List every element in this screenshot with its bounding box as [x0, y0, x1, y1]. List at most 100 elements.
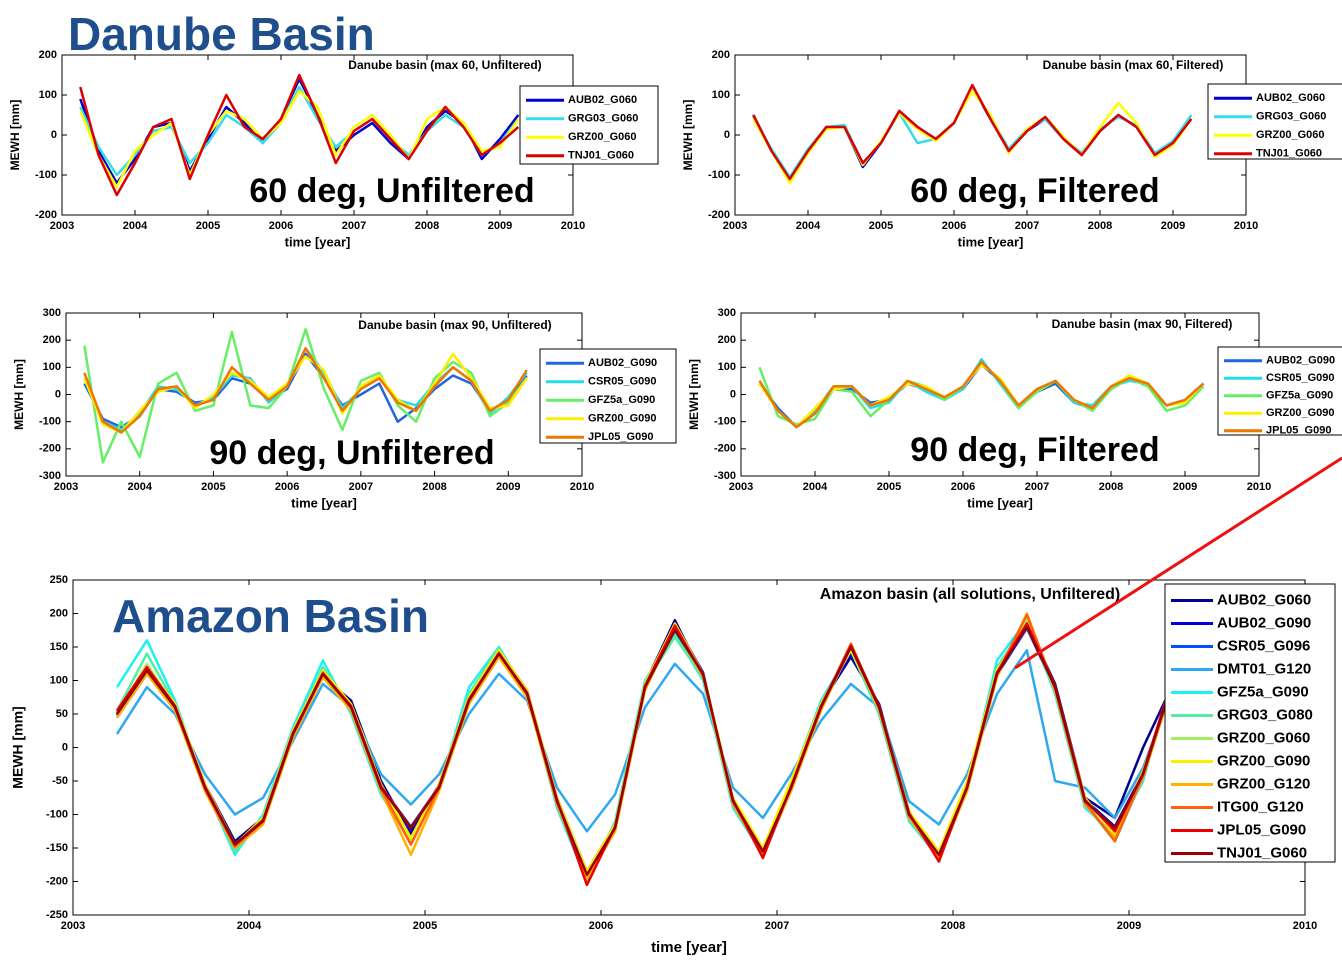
- x-tick-label: 2004: [123, 220, 148, 232]
- series-line: [83, 347, 528, 434]
- y-tick-label: -200: [39, 443, 61, 455]
- legend-label: GRZ00_G090: [1266, 407, 1334, 419]
- legend-label: GRG03_G060: [568, 113, 638, 125]
- x-tick-label: 2009: [1161, 220, 1185, 232]
- x-tick-label: 2008: [941, 920, 965, 932]
- chart-title: Danube basin (max 60, Filtered): [1043, 58, 1224, 72]
- legend-label: GRZ00_G090: [588, 413, 656, 425]
- chart-title: Amazon basin (all solutions, Unfiltered): [820, 586, 1120, 603]
- legend-label: GFZ5a_G090: [1217, 683, 1309, 700]
- y-tick-label: 100: [39, 89, 57, 101]
- legend-label: GRZ00_G090: [1217, 752, 1310, 769]
- y-tick-label: 0: [62, 741, 68, 753]
- x-axis-label: time [year]: [958, 234, 1024, 249]
- chart-title: Danube basin (max 90, Filtered): [1052, 317, 1233, 331]
- x-tick-label: 2008: [415, 220, 439, 232]
- x-tick-label: 2006: [275, 481, 299, 493]
- x-tick-label: 2005: [196, 220, 220, 232]
- y-tick-label: 200: [712, 49, 730, 61]
- y-tick-label: -150: [46, 842, 68, 854]
- x-tick-label: 2004: [803, 481, 828, 493]
- x-tick-label: 2003: [729, 481, 753, 493]
- y-tick-label: 0: [730, 388, 736, 400]
- legend-label: JPL05_G090: [1266, 425, 1331, 437]
- annotation: 60 deg, Filtered: [910, 172, 1159, 210]
- x-tick-label: 2003: [723, 220, 747, 232]
- x-tick-label: 2009: [1173, 481, 1197, 493]
- x-tick-label: 2008: [1099, 481, 1123, 493]
- legend-label: AUB02_G090: [588, 357, 657, 369]
- x-tick-label: 2009: [496, 481, 520, 493]
- chart-title: Danube basin (max 90, Unfiltered): [358, 318, 551, 332]
- x-tick-label: 2004: [127, 481, 152, 493]
- y-tick-label: -300: [714, 470, 736, 482]
- legend-box: [1207, 83, 1342, 160]
- series-line: [79, 85, 520, 177]
- legend-label: GRZ00_G120: [1217, 775, 1310, 792]
- chart-title: Danube basin (max 60, Unfiltered): [348, 58, 541, 72]
- y-tick-label: 100: [712, 89, 730, 101]
- legend-label: AUB02_G090: [1217, 614, 1311, 631]
- series-line: [83, 328, 528, 464]
- y-tick-label: -200: [708, 209, 730, 221]
- y-axis-label: MEWH [mm]: [8, 100, 22, 171]
- legend-label: AUB02_G090: [1266, 355, 1335, 367]
- x-tick-label: 2007: [342, 220, 366, 232]
- plot-area: [73, 580, 1305, 915]
- y-tick-label: -100: [46, 808, 68, 820]
- x-tick-label: 2003: [54, 481, 78, 493]
- x-tick-label: 2003: [61, 920, 85, 932]
- y-tick-label: -100: [39, 416, 61, 428]
- x-tick-label: 2007: [1015, 220, 1039, 232]
- y-tick-label: -250: [46, 909, 68, 921]
- y-tick-label: 0: [724, 129, 730, 141]
- legend-label: TNJ01_G060: [1256, 148, 1322, 160]
- x-tick-label: 2006: [942, 220, 966, 232]
- x-tick-label: 2007: [1025, 481, 1049, 493]
- x-tick-label: 2010: [1247, 481, 1271, 493]
- x-axis-label: time [year]: [651, 939, 727, 956]
- y-tick-label: -100: [714, 416, 736, 428]
- legend-label: TNJ01_G060: [1217, 844, 1307, 861]
- y-tick-label: 100: [43, 361, 61, 373]
- y-axis-label: MEWH [mm]: [681, 100, 695, 171]
- series-line: [752, 83, 1193, 181]
- x-tick-label: 2005: [869, 220, 893, 232]
- y-axis-label: MEWH [mm]: [10, 706, 26, 788]
- legend-label: CSR05_G090: [1266, 372, 1335, 384]
- legend-label: ITG00_G120: [1217, 798, 1304, 815]
- y-tick-label: -200: [714, 443, 736, 455]
- x-tick-label: 2007: [349, 481, 373, 493]
- series-line: [83, 352, 528, 434]
- y-tick-label: 50: [56, 708, 68, 720]
- series-line: [758, 360, 1205, 429]
- legend-label: AUB02_G060: [1217, 591, 1311, 608]
- x-tick-label: 2006: [589, 920, 613, 932]
- annotation: 90 deg, Filtered: [910, 431, 1159, 469]
- y-tick-label: 200: [718, 334, 736, 346]
- legend-box: [1164, 583, 1336, 863]
- series-line: [115, 625, 1175, 877]
- y-tick-label: 300: [43, 307, 61, 319]
- y-tick-label: -50: [52, 775, 68, 787]
- legend-label: GFZ5a_G090: [588, 394, 655, 406]
- x-tick-label: 2010: [570, 481, 594, 493]
- legend-label: AUB02_G060: [1256, 92, 1325, 104]
- series-line: [115, 618, 1175, 883]
- plot-area: [62, 55, 573, 215]
- legend-label: CSR05_G090: [588, 376, 657, 388]
- legend-label: JPL05_G090: [588, 431, 653, 443]
- legend-label: CSR05_G096: [1217, 637, 1310, 654]
- x-tick-label: 2010: [1293, 920, 1317, 932]
- x-tick-label: 2008: [1088, 220, 1112, 232]
- danube-heading: Danube Basin: [68, 8, 375, 60]
- legend-label: GRZ00_G060: [1256, 129, 1324, 141]
- legend-label: DMT01_G120: [1217, 660, 1311, 677]
- series-line: [758, 363, 1205, 429]
- y-tick-label: 0: [55, 388, 61, 400]
- amazon-heading: Amazon Basin: [112, 590, 429, 642]
- y-tick-label: 0: [51, 129, 57, 141]
- x-tick-label: 2006: [951, 481, 975, 493]
- x-tick-label: 2008: [422, 481, 446, 493]
